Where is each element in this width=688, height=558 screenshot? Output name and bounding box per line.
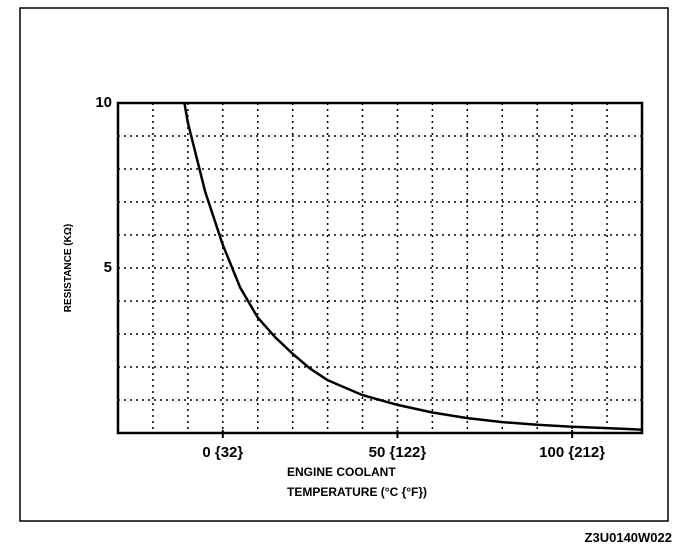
- y-tick-label: 5: [104, 259, 112, 276]
- grid: [118, 103, 642, 433]
- y-axis-label: RESISTANCE (KΩ): [63, 224, 74, 312]
- series-line-resistance: [183, 102, 643, 431]
- x-tick-label: 50 {122}: [369, 444, 427, 461]
- x-ticks: 0 {32} 50 {122} 100 {212}: [202, 430, 605, 461]
- x-axis-label-line1: ENGINE COOLANT: [287, 465, 396, 479]
- plot-frame: [116, 101, 644, 435]
- figure-code: Z3U0140W022: [585, 530, 672, 545]
- x-tick-label: 0 {32}: [202, 444, 243, 461]
- y-ticks: 10 5: [95, 94, 112, 276]
- outer-frame: [19, 7, 669, 522]
- x-axis-label-line2: TEMPERATURE (°C {°F}): [287, 485, 427, 499]
- x-tick-label: 100 {212}: [539, 444, 605, 461]
- y-tick-label: 10: [95, 94, 112, 111]
